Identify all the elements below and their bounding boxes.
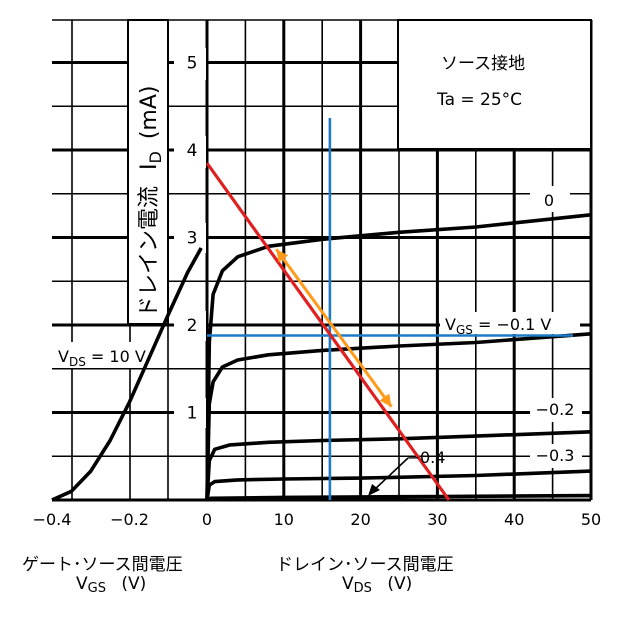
swing-arrow-head-end <box>379 393 392 407</box>
label-vds-10v: VDS = 10 V <box>58 347 146 369</box>
vds-tick-20: 20 <box>350 510 370 529</box>
output-curve-3 <box>205 469 592 501</box>
output-curve-4 <box>206 493 592 502</box>
tick-5-bg <box>174 48 206 80</box>
label-vgs-bg <box>440 312 580 334</box>
swing-arrow-line <box>275 248 393 408</box>
labels: 1 2 3 4 5 −0.4 −0.2 0 10 20 30 40 50 0 VGS = −0.1 V −0.… <box>33 54 602 530</box>
vgs-tick-2: 0 <box>202 510 212 529</box>
swing-arrow-head-start <box>276 249 289 263</box>
tick-2-bg <box>174 311 206 341</box>
condition-source: ソース接地 <box>441 54 525 74</box>
vds-tick-50: 50 <box>581 510 601 529</box>
label-boxes <box>52 19 592 468</box>
tick-4-bg <box>174 136 206 168</box>
ylabel-box <box>127 19 169 325</box>
vgs-tick-0: −0.4 <box>33 510 72 529</box>
label-m03-bg <box>530 444 582 468</box>
output-curve-2 <box>205 430 592 501</box>
output-curve-1 <box>205 332 592 501</box>
label-m02-bg <box>530 398 582 422</box>
vgs-axis-symbol: VGS (V) <box>76 574 147 596</box>
y-tick-3: 3 <box>187 229 198 249</box>
label-vgs-m01: VGS = −0.1 V <box>445 315 551 337</box>
label-vgs-m02: −0.2 <box>536 400 575 419</box>
load-line <box>205 162 451 501</box>
vds-axis-symbol: VDS (V) <box>342 574 413 596</box>
vgs-axis-title-jp: ゲート･ソース間電圧 <box>22 555 183 575</box>
output-curve-0 <box>205 213 592 501</box>
y-tick-5: 5 <box>187 54 198 74</box>
label-vgs-0: 0 <box>544 191 554 210</box>
tick-1-bg <box>174 398 206 428</box>
label-0-bg <box>530 186 570 212</box>
conditions-box <box>397 19 592 150</box>
label-m04-arrow-line <box>373 457 409 491</box>
label-m04-arrow-head <box>368 484 380 496</box>
label-vgs-m04: −0.4 <box>407 448 446 467</box>
y-tick-1: 1 <box>187 404 198 424</box>
transfer-curve <box>51 247 203 502</box>
y-axis-title: ドレイン電流ID(mA) <box>137 86 165 319</box>
y-tick-2: 2 <box>187 316 198 336</box>
vds-axis-title-jp: ドレイン･ソース間電圧 <box>276 555 454 575</box>
y-tick-4: 4 <box>187 141 198 161</box>
overlays <box>205 118 573 501</box>
vds-tick-10: 10 <box>274 510 294 529</box>
curves <box>51 213 592 502</box>
label-vgs-m03: −0.3 <box>536 446 575 465</box>
vds-tick-40: 40 <box>504 510 524 529</box>
vds-tick-30: 30 <box>427 510 447 529</box>
vgs-tick-1: −0.2 <box>110 510 149 529</box>
condition-temp: Ta = 25°C <box>436 90 522 110</box>
